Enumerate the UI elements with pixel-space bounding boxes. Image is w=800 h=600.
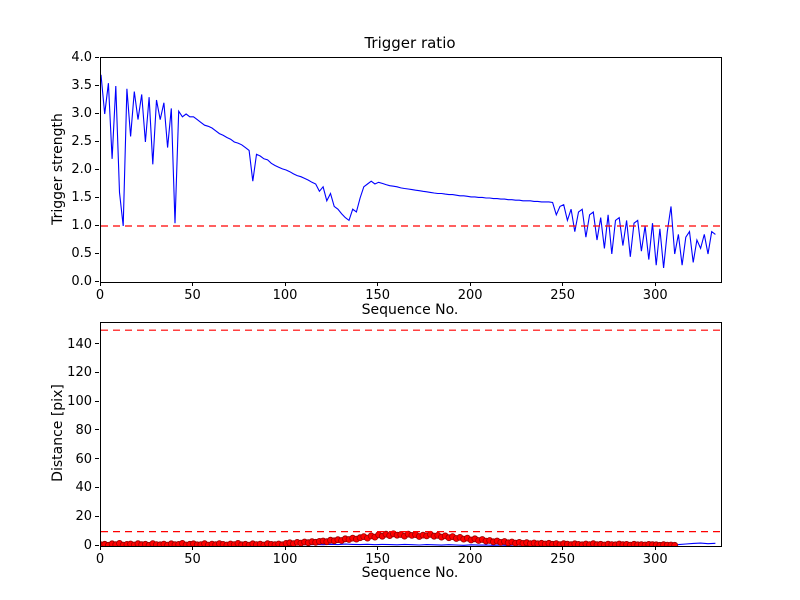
y-tick-mark [95,515,99,517]
y-tick-mark [95,429,99,431]
x-tick-label: 100 [272,288,298,303]
y-tick-mark [95,458,99,460]
y-tick-label: 1.0 [71,218,92,233]
distance-scatter-point [671,541,679,546]
x-tick-label: 200 [457,288,483,303]
x-tick-mark [192,282,194,286]
x-tick-label: 0 [95,288,105,303]
y-tick-label: 100 [67,394,92,410]
x-tick-mark [562,546,564,550]
y-tick-mark [95,168,99,170]
plot-area-trigger-ratio [100,57,722,283]
y-tick-mark [95,400,99,402]
x-tick-label: 300 [642,552,668,567]
x-tick-label: 150 [365,552,391,567]
x-tick-mark [192,546,194,550]
x-tick-label: 250 [550,552,576,567]
plot-area-distance [100,322,722,547]
y-tick-mark [95,112,99,114]
x-tick-mark [284,546,286,550]
x-tick-mark [562,282,564,286]
y-tick-label: 3.0 [71,106,92,121]
y-tick-mark [95,486,99,488]
x-tick-label: 100 [272,552,298,567]
y-tick-label: 0.5 [71,246,92,261]
x-tick-label: 250 [550,288,576,303]
y-tick-label: 3.5 [71,78,92,93]
trigger-strength-line [101,74,716,269]
x-axis-label-bottom: Sequence No. [361,565,459,581]
y-tick-mark [95,56,99,58]
x-tick-label: 200 [457,552,483,567]
y-tick-mark [95,252,99,254]
x-tick-mark [377,282,379,286]
y-tick-mark [95,544,99,546]
x-tick-mark [469,282,471,286]
x-tick-label: 150 [365,288,391,303]
y-tick-label: 4.0 [71,50,92,65]
y-tick-mark [95,140,99,142]
y-tick-label: 120 [67,365,92,381]
x-tick-label: 50 [184,288,201,303]
y-tick-label: 20 [75,509,92,525]
x-tick-label: 300 [642,288,668,303]
y-tick-label: 2.5 [71,134,92,149]
x-tick-label: 0 [95,552,105,567]
y-tick-label: 0.0 [71,274,92,289]
y-tick-label: 0 [83,538,92,553]
y-tick-mark [95,224,99,226]
y-tick-label: 2.0 [71,162,92,177]
x-tick-mark [654,282,656,286]
y-tick-label: 60 [75,451,92,467]
x-tick-mark [99,282,101,286]
x-tick-mark [469,546,471,550]
x-tick-label: 50 [184,552,201,567]
x-tick-mark [99,546,101,550]
distance-plot [101,329,721,546]
y-tick-label: 40 [75,480,92,496]
y-tick-label: 1.5 [71,190,92,205]
y-tick-label: 80 [75,422,92,438]
trigger-ratio-plot [101,74,721,269]
y-tick-mark [95,84,99,86]
chart-title: Trigger ratio [364,34,456,52]
y-tick-mark [95,196,99,198]
x-tick-mark [654,546,656,550]
y-tick-mark [95,371,99,373]
x-tick-mark [284,282,286,286]
y-tick-mark [95,343,99,345]
y-tick-mark [95,280,99,282]
x-tick-mark [377,546,379,550]
y-tick-label: 140 [67,336,92,352]
x-axis-label-top: Sequence No. [361,302,459,318]
